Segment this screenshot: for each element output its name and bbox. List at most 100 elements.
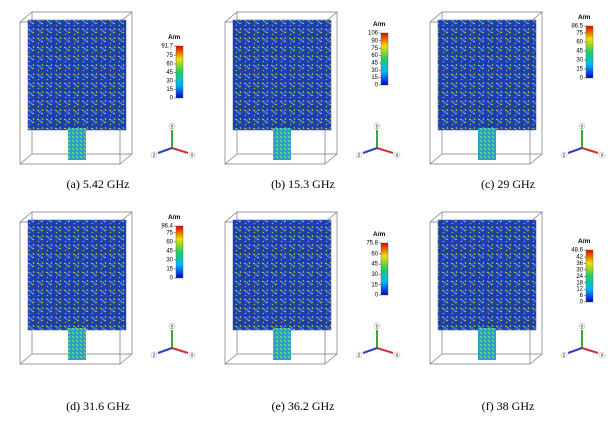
axis-label: x — [191, 352, 194, 358]
axis-label: x — [396, 152, 399, 158]
colorbar-tick-label: 30 — [371, 68, 378, 74]
colorbar-tick-label: 75 — [371, 46, 378, 52]
axis-badge — [168, 122, 176, 130]
colorbar-tick-label: 45 — [576, 49, 583, 55]
colorbar-tick-label: 91.7 — [161, 44, 173, 50]
axis-z — [567, 347, 583, 354]
axis-z — [567, 147, 583, 154]
axis-x — [581, 347, 599, 354]
current-patch — [27, 219, 127, 331]
axis-label: z — [563, 352, 566, 358]
colorbar-tick-label: 48.6 — [571, 248, 583, 254]
panel-caption: (e) 36.2 GHz — [272, 399, 335, 413]
axis-badge — [598, 351, 606, 359]
axis-badge — [355, 351, 363, 359]
feed-line — [273, 328, 291, 360]
colorbar-tick-label: 60 — [371, 53, 378, 59]
colorbar — [585, 249, 594, 303]
colorbar-tick-label: 15 — [371, 75, 378, 81]
colorbar-tick-label: 45 — [166, 70, 173, 76]
axis-z — [362, 347, 378, 354]
colorbar-tick-label: 0 — [580, 300, 584, 306]
current-patch — [27, 19, 127, 131]
axis-x — [171, 147, 189, 154]
axis-badge — [373, 322, 381, 330]
feed-line — [68, 328, 86, 360]
axis-badge — [598, 151, 606, 159]
axis-label: x — [601, 352, 604, 358]
colorbar-tick-label: 106 — [368, 31, 379, 37]
colorbar-unit: A/m — [373, 231, 386, 238]
substrate-box — [224, 211, 338, 365]
colorbar-tick-label: 86.5 — [571, 24, 583, 30]
panel-caption: (f) 38 GHz — [482, 399, 535, 413]
colorbar-unit: A/m — [168, 214, 181, 221]
colorbar-tick-label: 0 — [170, 96, 174, 102]
substrate-box — [224, 11, 338, 165]
axis-badge — [150, 351, 158, 359]
colorbar-tick-label: 30 — [371, 272, 378, 278]
colorbar-tick-label: 0 — [580, 76, 584, 82]
colorbar-unit: A/m — [373, 21, 386, 28]
current-patch — [232, 19, 332, 131]
colorbar-unit: A/m — [578, 238, 591, 245]
axis-label: z — [153, 152, 156, 158]
colorbar-tick-label: 45 — [371, 262, 378, 268]
colorbar-tick-label: 0 — [170, 276, 174, 282]
colorbar-tick-label: 36 — [576, 261, 583, 267]
colorbar — [175, 225, 184, 279]
panel-caption: (a) 5.42 GHz — [67, 177, 130, 191]
axis-badge — [150, 151, 158, 159]
colorbar-tick-label: 30 — [166, 258, 173, 264]
panel: A/m 86.475 60 45 30 15 0 y z x (d) 31.6 GHz — [19, 211, 196, 413]
feed-line — [273, 128, 291, 160]
axis-z — [362, 147, 378, 154]
axis-label: y — [581, 323, 584, 329]
axis-z — [157, 147, 173, 154]
axis-label: y — [171, 123, 174, 129]
axis-badge — [373, 122, 381, 130]
colorbar-tick-label: 18 — [576, 280, 583, 286]
axis-badge — [560, 351, 568, 359]
colorbar-tick-label: 6 — [580, 293, 584, 299]
colorbar-tick-label: 30 — [576, 58, 583, 64]
colorbar-tick-label: 45 — [166, 248, 173, 254]
colorbar-tick-label: 60 — [576, 40, 583, 46]
colorbar-tick-label: 15 — [576, 67, 583, 73]
axis-badge — [168, 322, 176, 330]
axis-x — [581, 147, 599, 154]
current-patch — [232, 219, 332, 331]
axis-label: y — [376, 323, 379, 329]
axis-z — [157, 347, 173, 354]
axis-x — [171, 347, 189, 354]
colorbar — [380, 242, 389, 296]
feed-line — [478, 328, 496, 360]
substrate-box — [19, 211, 133, 365]
colorbar — [380, 32, 389, 86]
colorbar-tick-label: 30 — [576, 267, 583, 273]
colorbar-tick-label: 75 — [576, 30, 583, 36]
colorbar-tick-label: 15 — [166, 87, 173, 93]
colorbar-tick-label: 15 — [166, 267, 173, 273]
axis-badge — [188, 151, 196, 159]
colorbar-tick-label: 60 — [371, 251, 378, 257]
colorbar-tick-label: 30 — [166, 79, 173, 85]
axis-badge — [188, 351, 196, 359]
colorbar-tick-label: 75 — [166, 53, 173, 59]
axis-badge — [578, 322, 586, 330]
feed-line — [68, 128, 86, 160]
colorbar-tick-label: 0 — [375, 83, 379, 89]
colorbar-tick-label: 60 — [166, 239, 173, 245]
colorbar — [175, 45, 184, 99]
current-patch — [437, 219, 537, 331]
axis-label: y — [171, 323, 174, 329]
axis-badge — [393, 351, 401, 359]
colorbar-tick-label: 42 — [576, 255, 583, 261]
panel: A/m 75.8 60 45 30 15 0 y z x (e) 36.2 GHz — [224, 211, 401, 413]
axis-label: y — [581, 123, 584, 129]
axis-badge — [578, 122, 586, 130]
substrate-box — [19, 11, 133, 165]
